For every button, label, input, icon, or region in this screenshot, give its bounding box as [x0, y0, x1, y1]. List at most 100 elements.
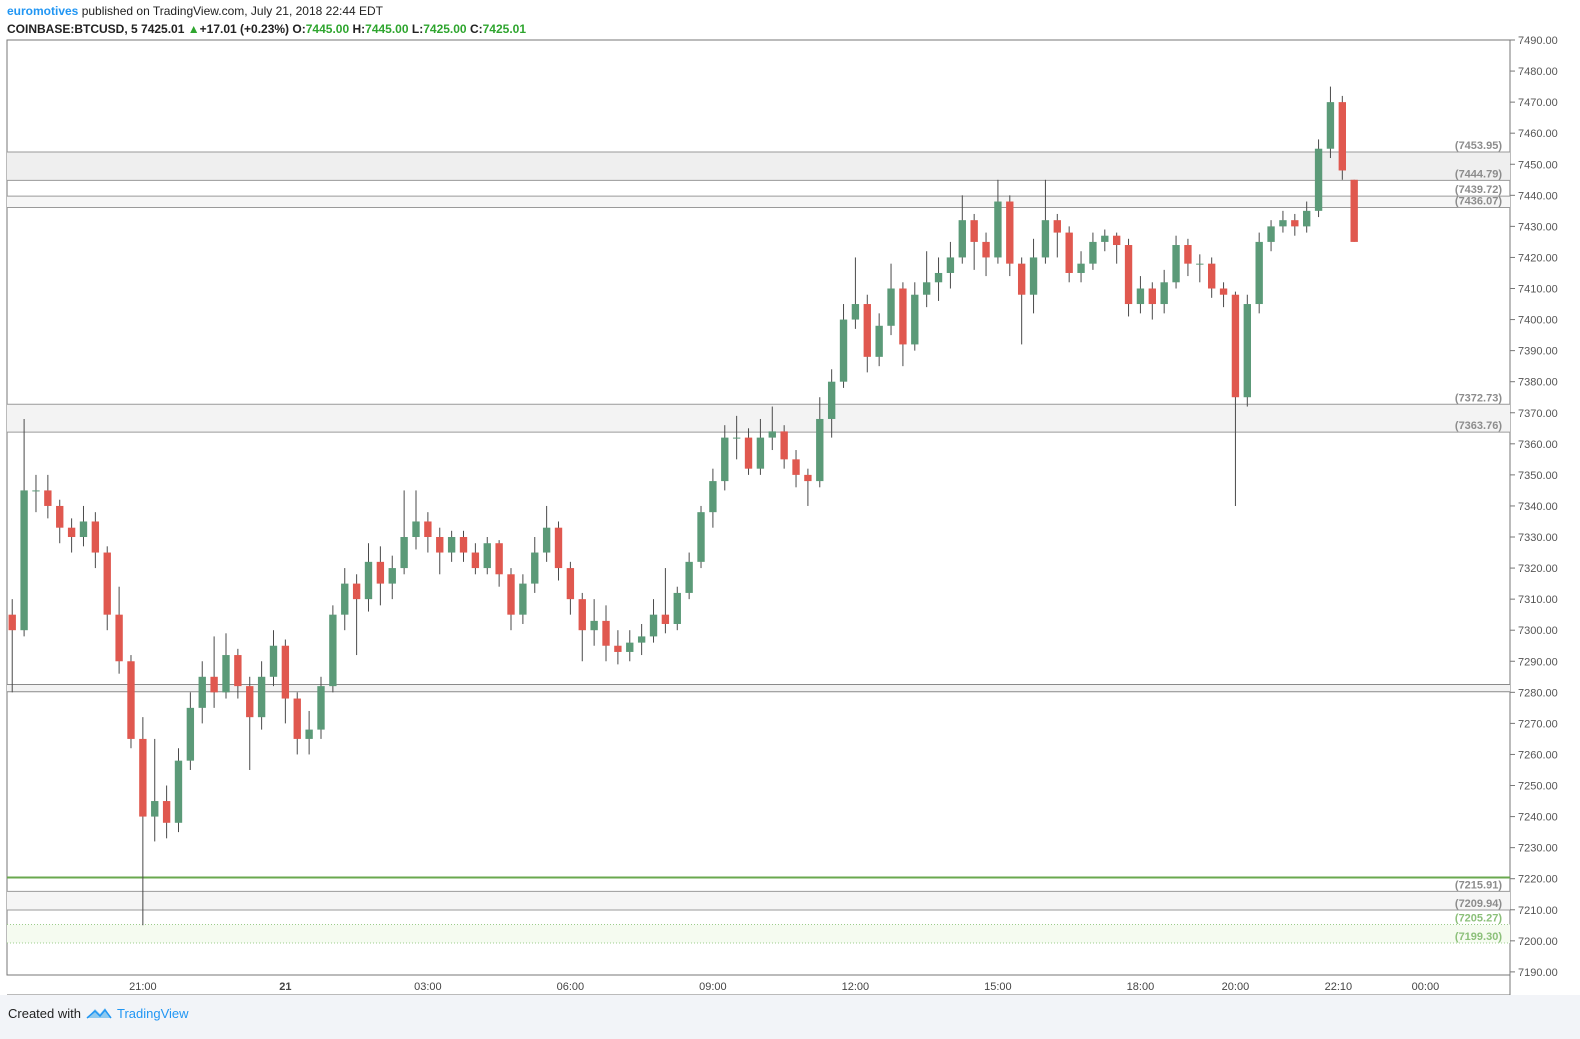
- y-tick-label: 7240.00: [1518, 812, 1558, 824]
- x-tick-label: 12:00: [842, 981, 870, 993]
- candle-body: [8, 614, 16, 631]
- candle-body: [234, 655, 242, 687]
- candle-body: [531, 552, 539, 584]
- zone: [7, 151, 1510, 181]
- candle-body: [958, 220, 966, 258]
- x-tick-label: 06:00: [557, 981, 585, 993]
- candle-body: [1231, 294, 1240, 398]
- candle-body: [1029, 257, 1038, 295]
- candle-body: [151, 801, 159, 817]
- level-label: (7436.07): [1455, 196, 1502, 208]
- x-tick-label: 22:10: [1325, 981, 1353, 993]
- level-label: (7205.27): [1455, 912, 1502, 924]
- candle-body: [994, 201, 1002, 258]
- candle-body: [519, 583, 527, 615]
- x-tick-label: 09:00: [699, 981, 727, 993]
- candle-body: [305, 729, 313, 739]
- candle-body: [1112, 235, 1121, 246]
- candle-body: [839, 319, 848, 382]
- x-tick-label: 03:00: [414, 981, 442, 993]
- header-line: euromotives published on TradingView.com…: [7, 4, 383, 18]
- candle-body: [1006, 201, 1014, 264]
- candle-body: [685, 561, 693, 593]
- candle-body: [709, 481, 717, 513]
- candle-body: [732, 437, 741, 439]
- y-tick-label: 7230.00: [1518, 843, 1558, 855]
- y-tick-label: 7220.00: [1518, 874, 1558, 886]
- candle-body: [400, 537, 408, 569]
- y-tick-label: 7330.00: [1518, 532, 1558, 544]
- o-label: O:: [292, 22, 306, 36]
- zone: [7, 196, 1510, 208]
- candle-body: [447, 537, 456, 553]
- candle-body: [1148, 288, 1156, 305]
- y-tick-label: 7350.00: [1518, 470, 1558, 482]
- candle-body: [436, 537, 444, 553]
- zone: [7, 924, 1510, 944]
- candle-body: [20, 490, 28, 631]
- candle-body: [174, 760, 183, 823]
- candle-body: [614, 645, 622, 652]
- y-tick-label: 7440.00: [1518, 190, 1558, 202]
- candle-body: [602, 620, 610, 646]
- candle-body: [922, 282, 931, 295]
- published: published on TradingView.com, July 21, 2…: [81, 4, 384, 18]
- author[interactable]: euromotives: [7, 4, 79, 18]
- candle-body: [578, 599, 586, 631]
- candle-body: [1207, 263, 1216, 289]
- candle-body: [1172, 245, 1180, 283]
- candle-body: [697, 512, 705, 562]
- candle-body: [780, 431, 788, 460]
- x-tick-label: 00:00: [1412, 981, 1440, 993]
- candle-body: [1053, 220, 1061, 233]
- zone: [7, 891, 1510, 910]
- candle-body: [139, 738, 147, 817]
- candle-body: [115, 614, 123, 662]
- candle-body: [246, 686, 254, 718]
- x-tick-label: 15:00: [984, 981, 1012, 993]
- x-tick-label: 18:00: [1127, 981, 1155, 993]
- h-label: H:: [352, 22, 366, 36]
- candle-body: [1041, 220, 1050, 258]
- candle-body: [388, 568, 396, 584]
- price: 7425.01: [141, 22, 185, 36]
- candle-body: [1219, 288, 1228, 295]
- footer: Created with TradingView: [0, 995, 1580, 1039]
- candle-body: [459, 537, 468, 553]
- candle-body: [649, 614, 658, 637]
- candle-body: [127, 661, 135, 739]
- candle-body: [341, 583, 349, 615]
- candle-body: [970, 220, 978, 242]
- candle-body: [1255, 241, 1263, 305]
- y-tick-label: 7300.00: [1518, 625, 1558, 637]
- brand[interactable]: TradingView: [117, 1006, 189, 1021]
- y-tick-label: 7270.00: [1518, 718, 1558, 730]
- level-label: (7209.94): [1455, 898, 1502, 910]
- candle-body: [329, 614, 337, 687]
- candle-body: [721, 437, 729, 482]
- candle-body: [103, 552, 111, 615]
- y-tick-label: 7190.00: [1518, 967, 1558, 979]
- candle-body: [424, 521, 432, 538]
- candle-body: [1089, 241, 1097, 264]
- y-tick-label: 7430.00: [1518, 221, 1558, 233]
- symbol: COINBASE:BTCUSD, 5: [7, 22, 138, 36]
- ohlc-line: COINBASE:BTCUSD, 5 7425.01 ▲+17.01 (+0.2…: [7, 22, 526, 36]
- level-label: (7363.76): [1455, 420, 1502, 432]
- y-tick-label: 7410.00: [1518, 284, 1558, 296]
- x-tick-label: 20:00: [1222, 981, 1250, 993]
- candle-body: [281, 645, 290, 699]
- candle-body: [67, 527, 76, 538]
- y-tick-label: 7310.00: [1518, 594, 1558, 606]
- candle-body: [590, 620, 598, 631]
- change: +17.01 (+0.23%): [199, 22, 290, 36]
- c-value: 7425.01: [482, 22, 527, 36]
- candle-body: [56, 505, 64, 528]
- candle-body: [483, 543, 491, 569]
- x-tick-label: 21:00: [129, 981, 157, 993]
- logo: [86, 1008, 112, 1019]
- candle-body: [1184, 245, 1192, 264]
- candle-body: [626, 642, 634, 652]
- candle-body: [1017, 263, 1026, 295]
